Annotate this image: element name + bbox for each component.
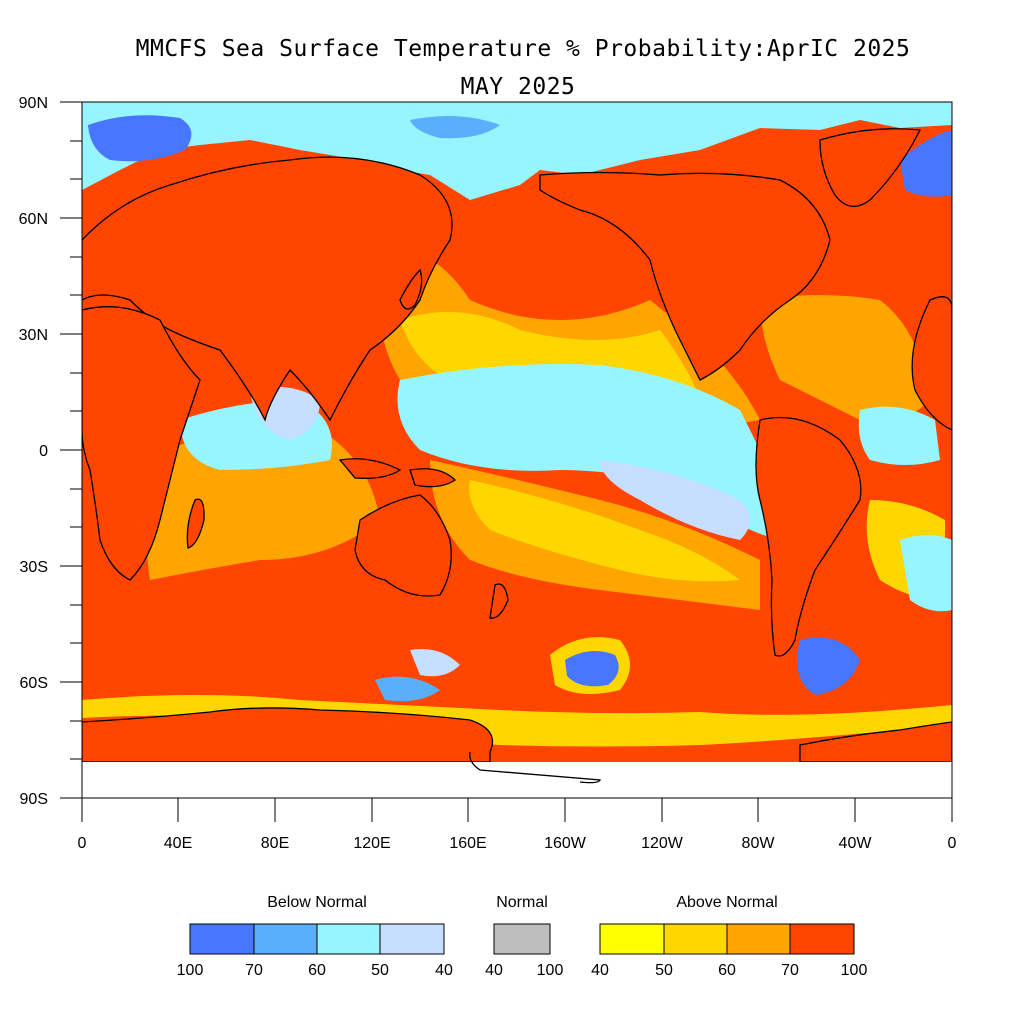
land-madagascar (186, 498, 205, 549)
lon-label: 80W (742, 835, 776, 852)
legend-swatch (316, 923, 381, 955)
lat-label: 60N (19, 211, 48, 228)
nodata-strip (82, 762, 952, 802)
legend-above-label: 50 (655, 962, 673, 979)
map-field (82, 102, 952, 802)
lon-label: 0 (948, 835, 957, 852)
legend-swatch (379, 923, 445, 955)
arctic-blue-patch (900, 130, 952, 197)
lon-label: 40W (839, 835, 873, 852)
legend-above-swatches (599, 923, 855, 955)
lat-label: 90N (19, 95, 48, 112)
legend-normal-label: 40 (485, 962, 503, 979)
equatorial-pacific-cool (397, 364, 780, 540)
southern-yellow-band (82, 695, 952, 747)
land-indonesia (338, 458, 402, 479)
lon-label: 0 (78, 835, 87, 852)
lon-axis (81, 798, 953, 822)
north-atlantic-orange (760, 295, 930, 423)
legend-below-label: 60 (308, 962, 326, 979)
land-north-america (539, 171, 831, 381)
south-pacific-yellow (469, 480, 740, 582)
legend-swatch (663, 923, 728, 955)
land-antarctica (82, 707, 494, 762)
lat-label: 60S (20, 675, 48, 692)
lon-label: 120W (641, 835, 684, 852)
arctic-cool-region (82, 102, 952, 200)
legend-below-label: 50 (371, 962, 389, 979)
chart-title: MMCFS Sea Surface Temperature % Probabil… (135, 36, 911, 62)
legend-above-label: 100 (840, 962, 868, 979)
southern-blue-patch (797, 637, 860, 695)
land-masses (82, 128, 952, 762)
land-japan (399, 268, 423, 310)
chart-subtitle: MAY 2025 (460, 74, 576, 100)
lat-label: 0 (39, 443, 48, 460)
lat-axis (60, 101, 82, 799)
legend-above-title: Above Normal (676, 894, 778, 911)
legend-above-label: 60 (718, 962, 736, 979)
southern-blue-patch (410, 649, 460, 677)
land-eurasia (82, 156, 453, 422)
land-antarctica-east (799, 721, 952, 762)
lat-label: 30N (19, 327, 48, 344)
legend-above-label: 40 (591, 962, 609, 979)
lon-label: 160E (449, 835, 486, 852)
equatorial-pacific-light (600, 460, 750, 540)
arctic-blue-patch (88, 115, 192, 162)
legend-below-label: 100 (176, 962, 204, 979)
legend-above-label: 70 (781, 962, 799, 979)
land-australia (354, 494, 452, 597)
antarctic-peninsula-outline (469, 751, 602, 784)
legend-swatch (493, 923, 551, 955)
indian-ocean-orange (146, 430, 380, 580)
lon-label: 80E (261, 835, 289, 852)
land-europe-west (911, 296, 952, 431)
legend-swatch (789, 923, 855, 955)
legend-normal-swatches (493, 923, 551, 955)
arctic-blue-patch (410, 116, 500, 139)
legend-below-swatches (189, 923, 445, 955)
south-atlantic-cool (900, 535, 952, 612)
legend-swatch (253, 923, 318, 955)
southern-blue-patch (375, 676, 440, 702)
tropical-atlantic-cool (858, 406, 940, 465)
legend-normal-title: Normal (496, 894, 548, 911)
lon-label: 120E (353, 835, 390, 852)
land-south-america (755, 416, 862, 657)
southern-blue-patch (565, 651, 619, 687)
lat-label: 90S (20, 791, 48, 808)
lat-label: 30S (20, 559, 48, 576)
legend-swatch (599, 923, 665, 955)
legend-below-label: 40 (435, 962, 453, 979)
legend-swatch (726, 923, 791, 955)
lon-label: 160W (544, 835, 587, 852)
legend-swatch (189, 923, 255, 955)
lon-label: 40E (164, 835, 192, 852)
land-new-guinea (409, 468, 457, 488)
legend-below-title: Below Normal (267, 894, 367, 911)
legend-normal-label: 100 (536, 962, 564, 979)
land-new-zealand (489, 583, 509, 619)
land-africa (82, 306, 201, 581)
land-greenland (819, 128, 922, 207)
legend-below-label: 70 (245, 962, 263, 979)
